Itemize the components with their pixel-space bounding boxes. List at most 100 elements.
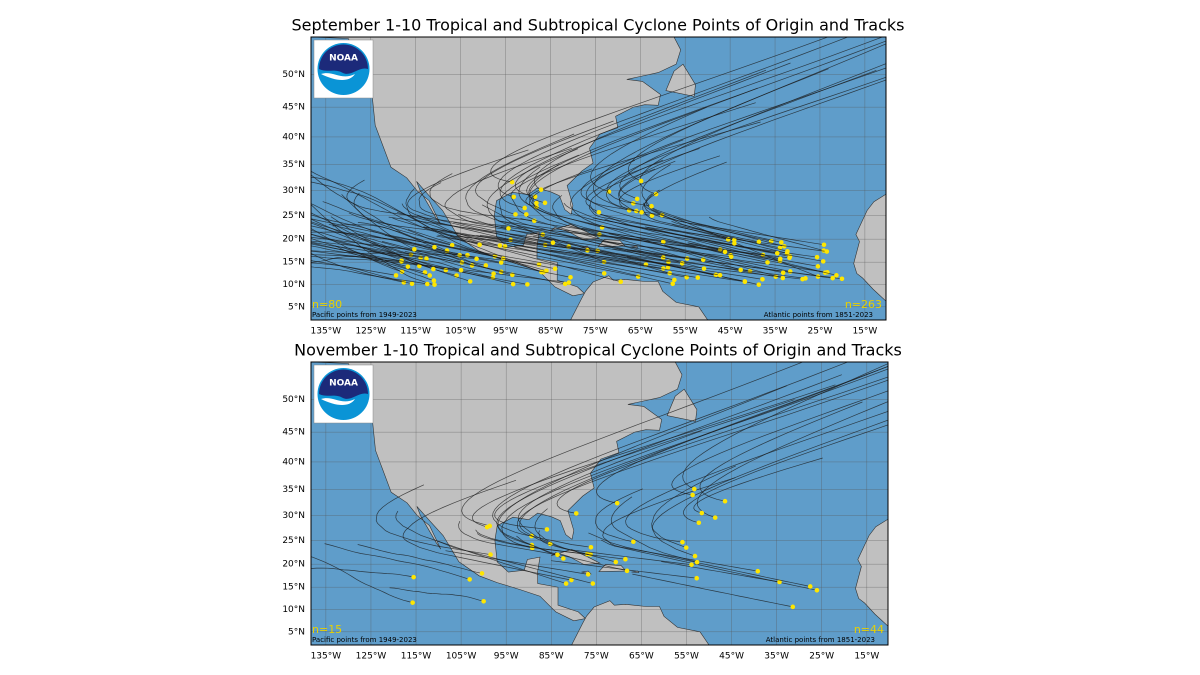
map-title: September 1-10 Tropical and Subtropical …	[292, 16, 905, 35]
track	[498, 154, 605, 263]
y-tick-label: 20°N	[282, 235, 305, 245]
origin-point	[661, 266, 666, 271]
origin-point	[631, 539, 636, 545]
track	[476, 235, 683, 264]
origin-point	[695, 275, 701, 280]
origin-point	[638, 178, 644, 184]
x-tick-label: 45°W	[719, 652, 744, 662]
origin-point	[555, 552, 560, 558]
track	[402, 479, 572, 581]
origin-point	[722, 498, 728, 504]
track	[696, 240, 837, 276]
noaa-logo: NOAA	[313, 39, 374, 99]
origin-point	[815, 274, 821, 279]
track	[696, 401, 888, 518]
track	[518, 166, 784, 274]
land	[855, 518, 888, 645]
origin-point	[712, 515, 718, 520]
origin-point	[680, 539, 685, 545]
origin-point	[590, 581, 596, 586]
track	[600, 213, 721, 250]
origin-point	[431, 278, 437, 283]
logo-bird	[321, 73, 355, 81]
track	[645, 193, 735, 241]
track	[693, 457, 823, 514]
track	[388, 216, 704, 261]
origin-point	[506, 226, 511, 231]
track	[529, 87, 758, 204]
x-tick-label: 75°W	[584, 652, 609, 662]
origin-point	[807, 584, 813, 589]
y-tick-label: 15°N	[282, 583, 305, 593]
x-tick-label: 55°W	[673, 327, 698, 337]
track	[311, 176, 496, 257]
logo-top	[319, 369, 368, 399]
y-tick-label: 40°N	[282, 132, 305, 142]
origin-point	[800, 276, 805, 282]
origin-point	[424, 256, 429, 262]
origin-point	[780, 270, 786, 276]
origin-point	[691, 486, 697, 492]
track	[311, 262, 413, 285]
origin-point	[534, 200, 539, 206]
origin-point	[562, 281, 568, 287]
x-tick-label: 105°W	[445, 327, 476, 337]
x-tick-label: 95°W	[494, 652, 519, 662]
origin-point	[665, 265, 671, 270]
track	[453, 221, 553, 244]
x-tick-label: 125°W	[355, 327, 386, 337]
pacific-count: n=15	[312, 623, 342, 636]
origin-point	[614, 500, 620, 506]
origin-point	[497, 243, 503, 248]
track	[530, 232, 732, 258]
origin-point	[732, 241, 737, 246]
x-tick-label: 125°W	[356, 652, 387, 662]
x-tick-label: 35°W	[763, 327, 788, 337]
track	[671, 220, 788, 252]
origin-point	[634, 196, 640, 202]
x-tick-label: 55°W	[674, 652, 699, 662]
track	[358, 234, 494, 275]
map-frame	[310, 361, 889, 646]
track	[475, 120, 614, 215]
track	[311, 212, 434, 270]
track	[476, 533, 626, 560]
x-tick-label: 65°W	[629, 652, 654, 662]
origin-point	[411, 574, 416, 580]
origin-point	[839, 276, 845, 282]
x-tick-label: 15°W	[852, 327, 877, 337]
origin-point	[569, 577, 574, 583]
track	[514, 37, 884, 198]
track	[514, 244, 745, 283]
track	[619, 69, 877, 200]
track	[311, 225, 435, 248]
origin-point	[477, 242, 482, 248]
track	[627, 68, 829, 182]
origin-point	[484, 524, 490, 530]
track	[641, 164, 785, 247]
noaa-logo: NOAA	[313, 364, 374, 424]
track	[311, 228, 403, 273]
origin-point	[635, 274, 641, 279]
origin-point	[690, 492, 695, 498]
origin-point	[815, 264, 821, 269]
track	[516, 535, 628, 572]
track	[525, 121, 761, 208]
track	[384, 235, 605, 274]
origin-point	[670, 281, 676, 287]
atlantic-note: Atlantic points from 1851-2023	[764, 311, 873, 319]
origin-point	[458, 267, 464, 273]
origin-point	[683, 545, 689, 550]
origin-point	[814, 587, 820, 593]
track	[593, 217, 824, 262]
track	[416, 214, 500, 246]
y-tick-label: 30°N	[282, 511, 305, 521]
origin-point	[728, 254, 734, 260]
track	[538, 530, 692, 566]
y-tick-label: 50°N	[282, 395, 305, 405]
y-tick-label: 30°N	[282, 186, 305, 196]
origin-point	[814, 254, 820, 260]
land	[570, 275, 709, 320]
origin-point	[722, 249, 728, 255]
